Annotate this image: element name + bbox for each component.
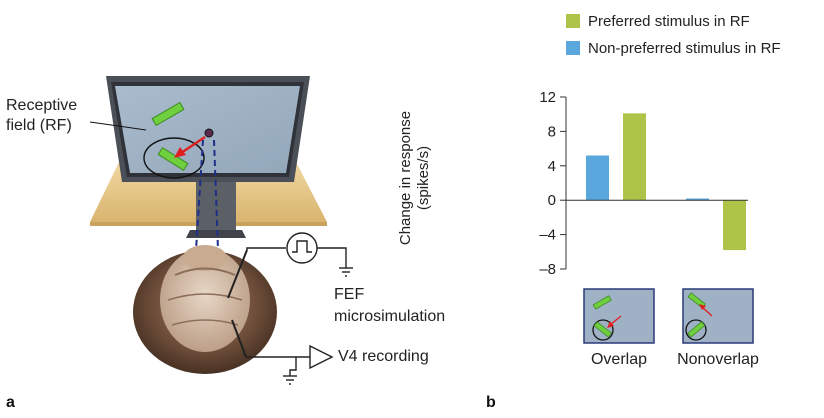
legend-swatch-preferred [566, 14, 580, 28]
condition-label-overlap: Overlap [590, 351, 648, 368]
fef-electrode [227, 249, 248, 299]
fef-label-line2: microsimulation [334, 308, 446, 325]
panel-b-letter: b [486, 394, 496, 411]
bar-overlap-preferred [623, 113, 646, 201]
panel-a-letter: a [6, 394, 15, 411]
experiment-illustration [89, 76, 353, 385]
ground-icon-2 [283, 375, 297, 385]
stimulus-bar-in-rf [157, 146, 189, 172]
y-tick-label-5: –8 [539, 261, 556, 278]
y-tick-label-4: –4 [539, 227, 556, 244]
receptive-field-circle [143, 137, 205, 179]
monkey-head [133, 245, 277, 374]
legend-item-preferred: Preferred stimulus in RF [566, 10, 781, 32]
rf-label-line2: field (RF) [6, 117, 72, 134]
legend: Preferred stimulus in RF Non-preferred s… [566, 10, 781, 59]
y-tick-label-0: 12 [539, 89, 556, 106]
fef-label-line1: FEF [334, 286, 365, 303]
y-axis-label-line1: Change in response [397, 110, 414, 246]
y-tick-label-3: 0 [548, 192, 556, 209]
condition-label-nonoverlap: Nonoverlap [677, 351, 759, 368]
rf-label: Receptive field (RF) [6, 96, 77, 136]
overlap-condition-icon [583, 288, 655, 344]
y-tick-label-2: 4 [548, 158, 556, 175]
saccade-arrow-icon [174, 135, 206, 158]
legend-label-preferred: Preferred stimulus in RF [588, 12, 750, 30]
bar-nonoverlap-nonpreferred [686, 198, 709, 201]
legend-label-nonpreferred: Non-preferred stimulus in RF [588, 39, 781, 57]
y-axis-label: Change in response (spikes/s) [397, 78, 433, 278]
amplifier-icon [309, 344, 334, 370]
ground-icon [339, 267, 353, 277]
v4-label: V4 recording [338, 348, 429, 365]
stimulus-bar-outside-rf [151, 101, 185, 127]
v4-electrode [231, 319, 247, 358]
fixation-point [204, 128, 214, 138]
legend-swatch-nonpreferred [566, 41, 580, 55]
bar-overlap-nonpreferred [586, 155, 609, 201]
nonoverlap-condition-icon [682, 288, 754, 344]
bar-chart: 12 8 4 0 –4 –8 [539, 89, 748, 278]
legend-item-nonpreferred: Non-preferred stimulus in RF [566, 37, 781, 59]
fef-label: FEF microsimulation [334, 284, 445, 328]
monitor-stand [196, 176, 236, 236]
rf-label-line1: Receptive [6, 97, 78, 114]
y-tick-label-1: 8 [548, 123, 556, 140]
stimulation-pulse-icon [286, 232, 318, 264]
y-axis-label-line2: (spikes/s) [415, 145, 432, 211]
bar-nonoverlap-preferred [723, 200, 746, 251]
